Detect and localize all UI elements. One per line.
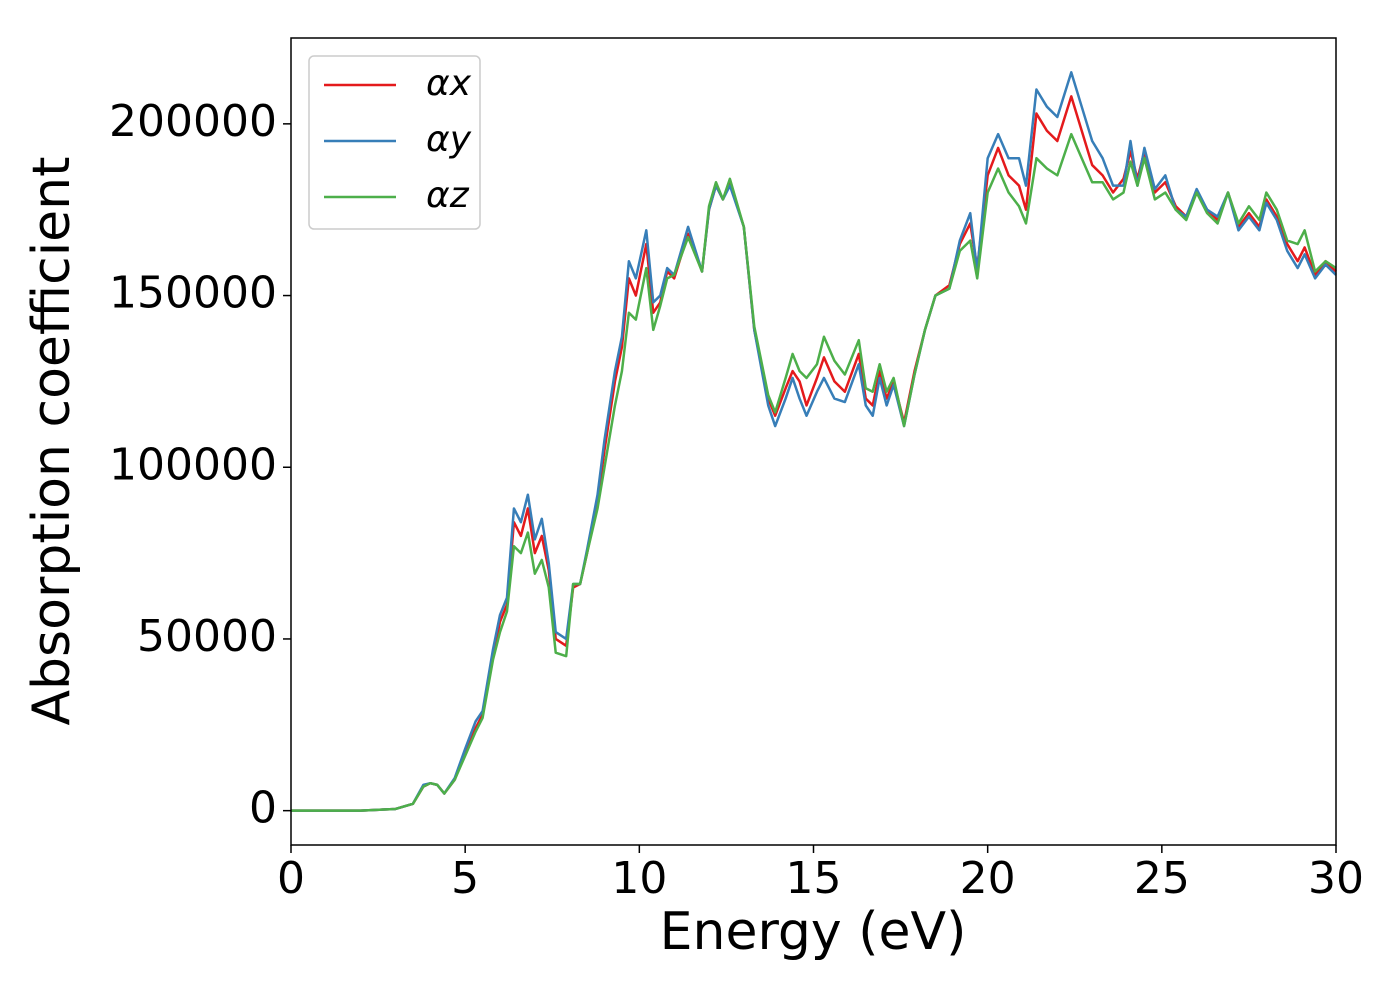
y-tick-label: 50000 [137,611,277,662]
legend: αx αy αz [308,55,481,230]
data-line [291,132,1337,812]
data-line [291,95,1337,812]
legend-label: αy [426,119,472,160]
plot-frame [290,37,1337,846]
x-tick-label: 15 [786,853,842,904]
x-tick-label: 10 [611,853,667,904]
y-tick-label: 150000 [109,268,277,319]
legend-label: αx [426,63,472,104]
y-tick-label: 100000 [109,439,277,490]
x-axis-label: Energy (eV) [660,902,967,962]
y-tick-label: 0 [249,783,277,834]
y-tick-label: 200000 [109,96,277,147]
x-tick-label: 20 [960,853,1016,904]
legend-box [308,55,481,230]
y-axis-label: Absorption coefficient [22,156,82,725]
x-tick-label: 0 [277,853,305,904]
data-line [291,71,1337,812]
x-tick-label: 5 [451,853,479,904]
x-tick-label: 25 [1134,853,1190,904]
legend-label: αz [426,175,470,216]
x-tick-label: 30 [1308,853,1364,904]
